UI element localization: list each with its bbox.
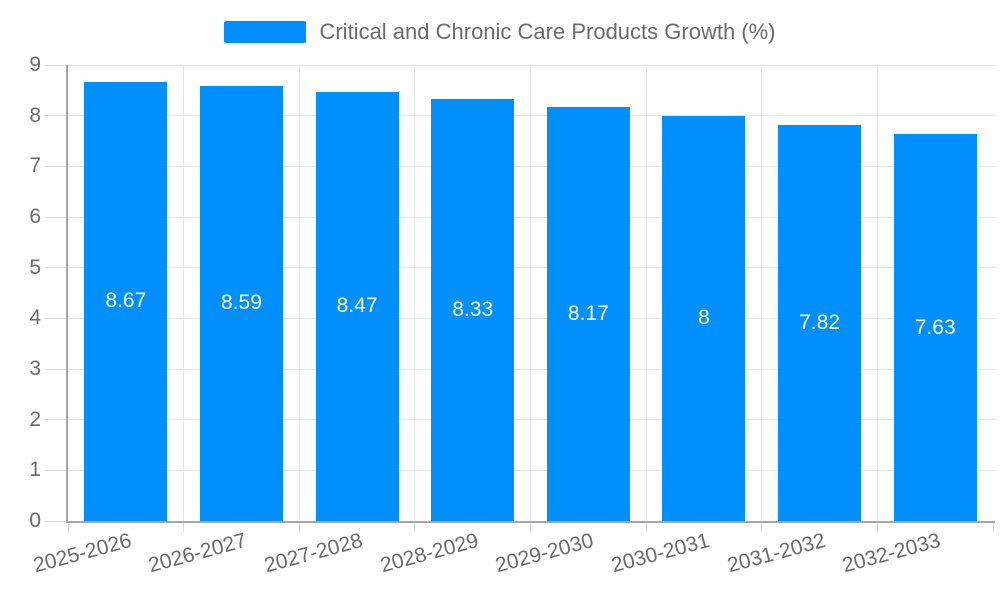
x-tick-mark	[876, 523, 878, 532]
y-tick-mark	[45, 115, 68, 117]
bar[interactable]	[662, 115, 746, 521]
x-tick-mark	[414, 523, 416, 532]
x-axis-line	[66, 521, 995, 523]
bar[interactable]	[546, 107, 630, 521]
y-tick-mark	[45, 317, 68, 319]
bar-value-label: 7.63	[914, 315, 956, 339]
y-tick-label: 3	[29, 357, 41, 380]
bar[interactable]	[778, 124, 862, 521]
bar[interactable]	[199, 85, 283, 521]
y-gridline	[68, 64, 996, 66]
x-tick-mark	[67, 523, 69, 532]
y-tick-mark	[45, 368, 68, 370]
y-tick-label: 0	[29, 509, 41, 532]
bar[interactable]	[893, 134, 977, 521]
bar-value-label: 7.82	[799, 310, 840, 334]
y-gridline	[68, 317, 996, 319]
y-gridline	[68, 216, 996, 218]
y-gridline	[68, 469, 996, 471]
bar-value-label: 8	[698, 306, 710, 330]
y-gridline	[68, 267, 996, 269]
y-gridline	[68, 115, 996, 117]
y-tick-mark	[45, 469, 68, 471]
y-tick-mark	[45, 419, 68, 421]
y-tick-label: 6	[29, 205, 41, 228]
x-tick-mark	[761, 523, 763, 532]
x-gridline	[298, 65, 300, 521]
bar[interactable]	[431, 98, 515, 521]
x-tick-mark	[992, 523, 994, 532]
bar-value-label: 8.33	[452, 297, 494, 321]
y-tick-label: 7	[29, 154, 41, 178]
y-tick-mark	[45, 267, 68, 269]
x-gridline	[183, 65, 185, 521]
y-tick-label: 9	[29, 53, 41, 76]
bar-value-label: 8.17	[567, 302, 609, 326]
legend-label[interactable]: Critical and Chronic Care Products Growt…	[319, 19, 776, 44]
legend-swatch[interactable]	[224, 21, 307, 43]
bar-value-label: 8.67	[105, 289, 147, 313]
x-tick-mark	[183, 523, 185, 532]
y-tick-mark	[45, 165, 68, 167]
x-gridline	[645, 65, 647, 521]
bar-value-label: 8.59	[221, 291, 262, 315]
y-tick-label: 2	[29, 407, 41, 431]
y-tick-mark	[45, 64, 68, 66]
y-tick-mark	[45, 216, 68, 218]
bar-value-label: 8.47	[336, 294, 378, 318]
y-axis-line	[66, 65, 68, 523]
x-gridline	[414, 65, 416, 521]
x-gridline	[876, 65, 878, 521]
x-tick-mark	[298, 523, 300, 532]
y-tick-label: 5	[29, 255, 41, 279]
x-tick-mark	[645, 523, 647, 532]
y-tick-mark	[45, 520, 68, 522]
x-gridline	[761, 65, 763, 521]
y-gridline	[68, 368, 996, 370]
y-tick-label: 4	[29, 306, 41, 330]
bar[interactable]	[315, 91, 399, 521]
y-tick-label: 1	[29, 458, 41, 482]
y-gridline	[68, 419, 996, 421]
legend: Critical and Chronic Care Products Growt…	[0, 17, 1000, 47]
x-tick-mark	[530, 523, 531, 532]
y-tick-label: 8	[29, 103, 41, 127]
bar[interactable]	[84, 81, 168, 521]
x-gridline	[530, 65, 531, 521]
y-gridline	[68, 165, 996, 167]
